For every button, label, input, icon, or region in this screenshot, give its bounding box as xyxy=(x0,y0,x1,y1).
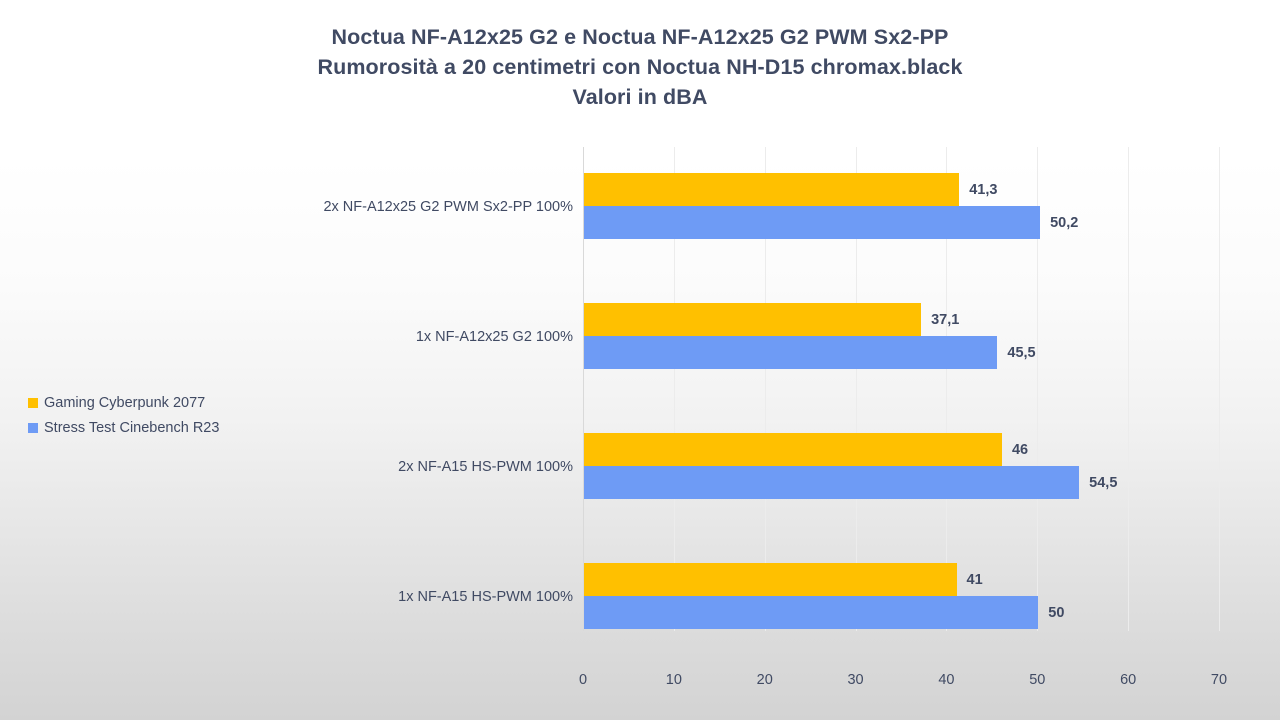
gridline-50 xyxy=(1037,147,1039,631)
bar-group: 1x NF-A12x25 G2 100% 37,1 45,5 xyxy=(416,303,1220,369)
bar-gaming[interactable]: 41 xyxy=(584,563,983,596)
bar-value-label: 41,3 xyxy=(969,181,998,198)
bar-stress[interactable]: 54,5 xyxy=(584,466,1117,499)
chart-title-line-3: Valori in dBA xyxy=(572,85,708,109)
bar-value-label: 45,5 xyxy=(1007,344,1036,361)
category-label: 2x NF-A15 HS-PWM 100% xyxy=(398,459,573,475)
x-tick-label-30: 30 xyxy=(847,672,864,688)
x-tick-label-60: 60 xyxy=(1120,672,1137,688)
bar-group: 1x NF-A15 HS-PWM 100% 41 50 xyxy=(398,563,1220,629)
x-tick-label-0: 0 xyxy=(578,672,588,688)
bar-value-label: 46 xyxy=(1011,441,1029,458)
x-tick-label-70: 70 xyxy=(1210,672,1228,688)
chart-legend: Gaming Cyberpunk 2077 Stress Test Cinebe… xyxy=(28,390,278,440)
bar-value-label: 54,5 xyxy=(1089,474,1118,491)
bar-gaming[interactable]: 46 xyxy=(584,433,1028,466)
bar-stress[interactable]: 45,5 xyxy=(584,336,1036,369)
x-tick-label-10: 10 xyxy=(665,672,682,688)
bar-group: 2x NF-A12x25 G2 PWM Sx2-PP 100% 41,3 50,2 xyxy=(323,173,1220,239)
bar-gaming[interactable]: 37,1 xyxy=(584,303,959,336)
legend-swatch-stress-icon xyxy=(28,422,38,433)
gridline-20 xyxy=(764,147,766,631)
chart-title: Noctua NF-A12x25 G2 e Noctua NF-A12x25 G… xyxy=(0,22,1280,112)
x-tick-label-50: 50 xyxy=(1029,672,1046,688)
legend-item-stress-test-cinebench-r23[interactable]: Stress Test Cinebench R23 xyxy=(28,415,278,440)
bar-value-label: 50,2 xyxy=(1050,214,1079,231)
bar-stress[interactable]: 50,2 xyxy=(584,206,1078,239)
legend-item-gaming-cyberpunk-2077[interactable]: Gaming Cyberpunk 2077 xyxy=(28,390,278,415)
x-axis-tick-labels: 0 10 20 30 40 50 60 70 xyxy=(579,672,1227,696)
gridline-40 xyxy=(946,147,948,631)
chart-title-line-1: Noctua NF-A12x25 G2 e Noctua NF-A12x25 G… xyxy=(331,25,949,49)
gridline-70 xyxy=(1219,147,1220,631)
plot-area: 2x NF-A12x25 G2 PWM Sx2-PP 100% 41,3 50,2 1… xyxy=(323,147,1220,631)
x-tick-label-40: 40 xyxy=(938,672,955,688)
gridline-30 xyxy=(855,147,857,631)
bar-value-label: 50 xyxy=(1048,604,1065,621)
bar-gaming[interactable]: 41,3 xyxy=(584,173,997,206)
chart-title-line-2: Rumorosità a 20 centimetri con Noctua NH… xyxy=(317,55,963,79)
bar-group: 2x NF-A15 HS-PWM 100% 46 54,5 xyxy=(398,433,1220,499)
x-tick-label-20: 20 xyxy=(756,672,773,688)
legend-swatch-gaming-icon xyxy=(28,397,38,408)
category-label: 1x NF-A15 HS-PWM 100% xyxy=(398,589,573,605)
bar-value-label: 41 xyxy=(966,571,983,588)
category-label: 1x NF-A12x25 G2 100% xyxy=(415,329,573,345)
value-axis-line xyxy=(583,147,584,631)
category-label: 2x NF-A12x25 G2 PWM Sx2-PP 100% xyxy=(323,199,573,215)
bar-stress[interactable]: 50 xyxy=(584,596,1064,629)
gridline-60 xyxy=(1128,147,1130,631)
legend-label-stress: Stress Test Cinebench R23 xyxy=(44,419,220,436)
bar-value-label: 37,1 xyxy=(931,311,960,328)
legend-label-gaming: Gaming Cyberpunk 2077 xyxy=(44,394,206,411)
gridline-10 xyxy=(673,147,675,631)
